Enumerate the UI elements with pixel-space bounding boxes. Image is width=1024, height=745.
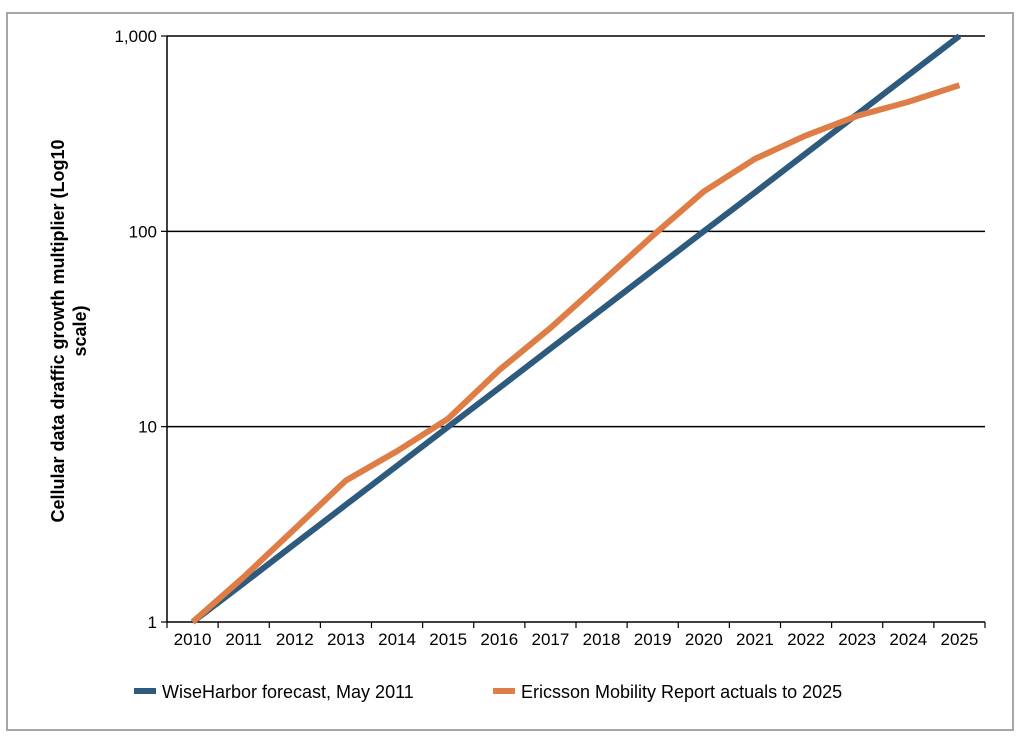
x-tick-label-2018: 2018 bbox=[583, 630, 621, 649]
x-tick-label-2019: 2019 bbox=[634, 630, 672, 649]
x-tick-label-2017: 2017 bbox=[532, 630, 570, 649]
series-lines bbox=[190, 33, 962, 625]
y-tick-label-2: 100 bbox=[129, 222, 157, 241]
axes bbox=[161, 35, 986, 628]
x-tick-label-2020: 2020 bbox=[685, 630, 723, 649]
x-tick-label-2025: 2025 bbox=[941, 630, 979, 649]
x-tick-label-2015: 2015 bbox=[429, 630, 467, 649]
gridlines bbox=[167, 35, 985, 428]
x-tick-label-2011: 2011 bbox=[225, 630, 262, 649]
legend-swatch-ericsson bbox=[493, 688, 515, 694]
legend-label-wiseharbor: WiseHarbor forecast, May 2011 bbox=[162, 682, 414, 702]
legend: WiseHarbor forecast, May 2011 Ericsson M… bbox=[134, 682, 842, 702]
x-tick-label-2024: 2024 bbox=[889, 630, 927, 649]
legend-swatch-wiseharbor bbox=[134, 688, 156, 694]
y-tick-label-0: 1 bbox=[148, 613, 157, 632]
x-tick-label-2016: 2016 bbox=[480, 630, 518, 649]
series-line-0 bbox=[190, 33, 962, 625]
x-tick-label-2014: 2014 bbox=[378, 630, 416, 649]
y-tick-label-3: 1,000 bbox=[114, 27, 157, 46]
y-axis-label-line-2: scale) bbox=[70, 305, 90, 356]
x-tick-label-2010: 2010 bbox=[174, 630, 212, 649]
chart-frame bbox=[6, 12, 1014, 731]
x-tick-labels: 2010 2011 2012 2013 2014 2015 2016 2017 2018 2019… bbox=[174, 630, 979, 649]
x-tick-label-2012: 2012 bbox=[276, 630, 314, 649]
y-tick-labels: 1 10 100 1,000 bbox=[114, 27, 157, 632]
x-tick-label-2021: 2021 bbox=[736, 630, 774, 649]
series-line-1 bbox=[190, 82, 961, 625]
x-tick-label-2013: 2013 bbox=[327, 630, 365, 649]
y-axis-label-line-1: Cellular data draffic growth multiplier … bbox=[48, 139, 68, 522]
legend-label-ericsson: Ericsson Mobility Report actuals to 2025 bbox=[521, 682, 842, 702]
x-tick-label-2023: 2023 bbox=[838, 630, 876, 649]
x-tick-label-2022: 2022 bbox=[787, 630, 825, 649]
y-tick-label-1: 10 bbox=[138, 418, 157, 437]
